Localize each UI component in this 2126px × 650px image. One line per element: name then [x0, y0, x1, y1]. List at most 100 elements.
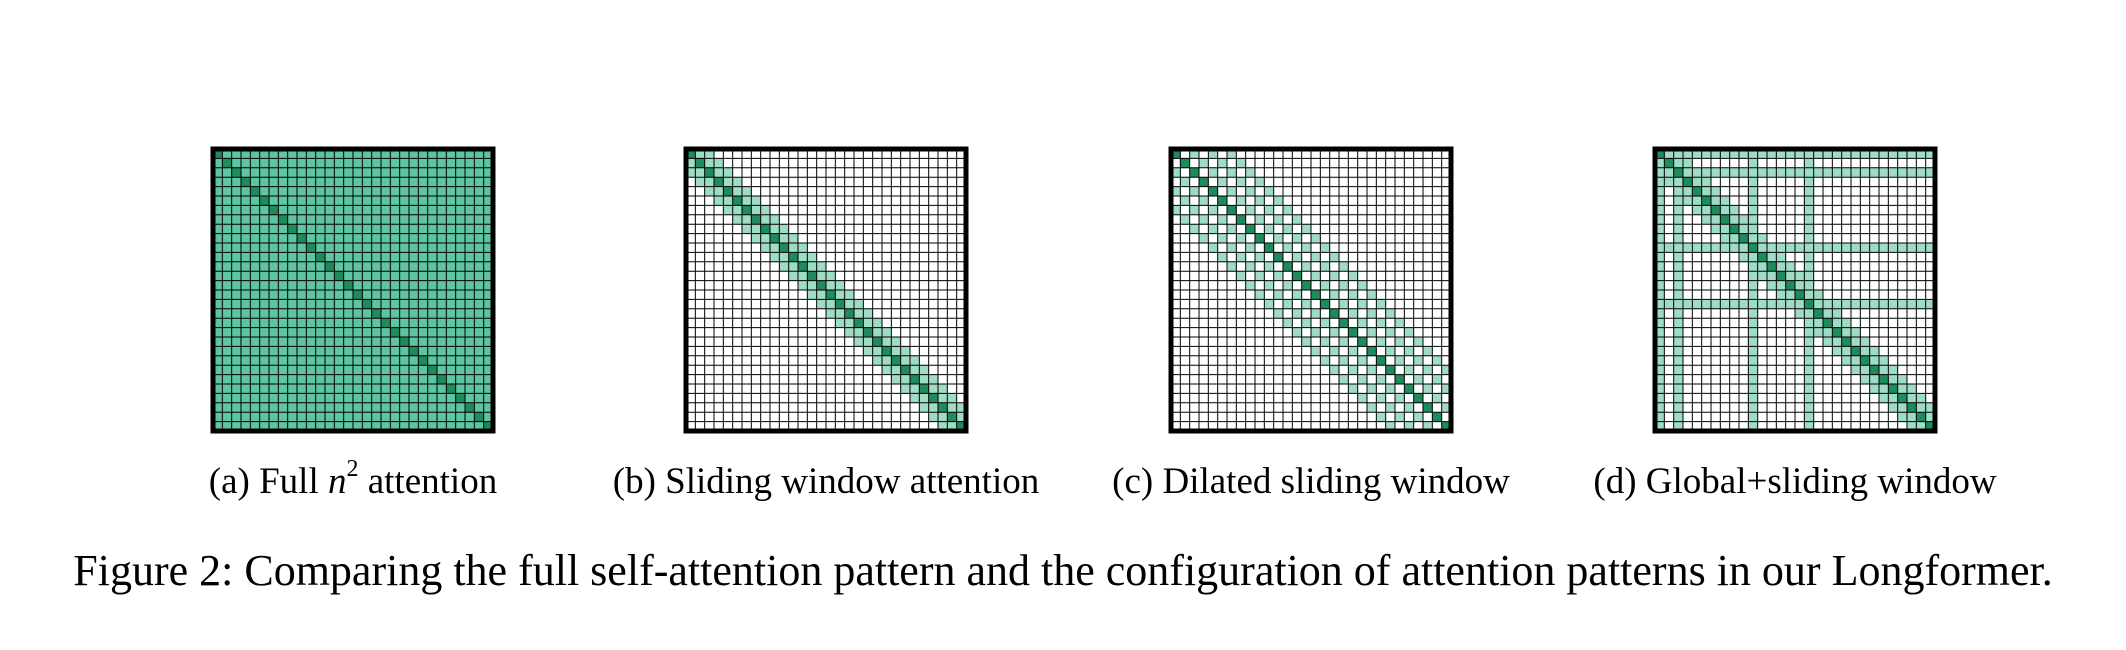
attended-cell: [1283, 318, 1293, 328]
attended-cell: [353, 261, 363, 272]
diagonal-cell: [1916, 412, 1926, 422]
attended-cell: [1739, 214, 1749, 225]
attended-cell: [427, 299, 438, 310]
attended-cell: [241, 224, 251, 234]
attended-cell: [399, 402, 410, 413]
attended-cell: [1692, 149, 1702, 159]
attended-cell: [1795, 271, 1805, 281]
attended-cell: [446, 308, 456, 319]
attended-cell: [1860, 149, 1870, 159]
attended-cell: [334, 280, 344, 291]
attended-cell: [390, 290, 400, 300]
attended-cell: [938, 393, 948, 404]
attended-cell: [325, 233, 335, 244]
attended-cell: [231, 243, 242, 253]
attended-cell: [222, 224, 232, 234]
attended-cell: [483, 252, 494, 263]
attended-cell: [399, 243, 410, 253]
grid-lines: [686, 149, 966, 431]
attended-cell: [381, 177, 391, 187]
attended-cell: [334, 233, 344, 244]
attended-cell: [1757, 167, 1768, 178]
attended-cell: [437, 167, 447, 178]
attended-cell: [474, 365, 484, 375]
attended-cell: [1423, 346, 1433, 357]
attended-cell: [1311, 327, 1321, 338]
attended-cell: [390, 421, 400, 432]
attended-cell: [287, 196, 298, 206]
attended-cell: [306, 271, 316, 281]
diagonal-cell: [1245, 224, 1256, 234]
attended-cell: [399, 271, 410, 281]
attended-cell: [1320, 261, 1330, 272]
attended-cell: [381, 337, 391, 347]
attended-cell: [259, 365, 270, 375]
attended-cell: [760, 214, 771, 225]
attended-cell: [455, 177, 466, 187]
attended-cell: [334, 205, 344, 216]
attended-cell: [807, 280, 817, 291]
attended-cell: [1869, 384, 1880, 394]
attended-cell: [1804, 384, 1814, 394]
attended-cell: [353, 233, 363, 244]
diagonal-cell: [437, 374, 447, 385]
attended-cell: [1217, 233, 1228, 244]
diagonal-cell: [1236, 214, 1246, 225]
attended-cell: [1813, 327, 1824, 338]
attended-cell: [399, 186, 410, 197]
attended-cell: [259, 280, 270, 291]
diagonal-cell: [910, 374, 920, 385]
attended-cell: [427, 271, 438, 281]
attended-cell: [1673, 177, 1684, 187]
attended-cell: [1823, 243, 1833, 253]
attended-cell: [315, 290, 326, 300]
attended-cell: [231, 261, 242, 272]
attended-cell: [1329, 365, 1340, 375]
attended-cell: [1804, 346, 1814, 357]
attended-cell: [1683, 158, 1693, 169]
attended-cell: [315, 196, 326, 206]
attended-cell: [751, 205, 761, 216]
attended-cell: [1804, 327, 1814, 338]
attended-cell: [399, 393, 410, 404]
attended-cell: [1673, 158, 1684, 169]
attended-cell: [409, 261, 419, 272]
attended-cell: [269, 318, 279, 328]
attended-cell: [250, 149, 260, 159]
attended-cell: [259, 327, 270, 338]
attended-cell: [241, 421, 251, 432]
diagonal-cell: [222, 158, 232, 169]
matrix-border: [683, 146, 969, 434]
diagonal-cell: [1311, 290, 1321, 300]
attended-cell: [371, 337, 382, 347]
attended-cell: [1189, 149, 1200, 159]
attended-cell: [1673, 402, 1684, 413]
attended-cell: [816, 271, 827, 281]
attended-cell: [418, 158, 428, 169]
attended-cell: [287, 290, 298, 300]
attended-cell: [306, 337, 316, 347]
attended-cell: [325, 158, 335, 169]
attended-cell: [269, 421, 279, 432]
attended-cell: [1748, 167, 1758, 178]
attended-cell: [1916, 167, 1926, 178]
attended-cell: [362, 421, 372, 432]
attended-cell: [334, 412, 344, 422]
subcaption-a-suffix: attention: [358, 461, 498, 502]
attended-cell: [353, 177, 363, 187]
attended-cell: [250, 374, 260, 385]
attended-cell: [446, 280, 456, 291]
attended-cell: [390, 233, 400, 244]
attended-cell: [399, 421, 410, 432]
attended-cell: [437, 299, 447, 310]
figure-caption: Figure 2: Comparing the full self-attent…: [73, 546, 2053, 595]
attended-cell: [900, 384, 911, 394]
attended-cell: [418, 224, 428, 234]
attended-cell: [704, 186, 715, 197]
attended-cell: [297, 355, 307, 366]
attended-cell: [343, 365, 354, 375]
attended-cell: [910, 365, 920, 375]
diagonal-cell: [1925, 421, 1936, 432]
attended-cell: [474, 280, 484, 291]
diagonal-cell: [835, 299, 845, 310]
